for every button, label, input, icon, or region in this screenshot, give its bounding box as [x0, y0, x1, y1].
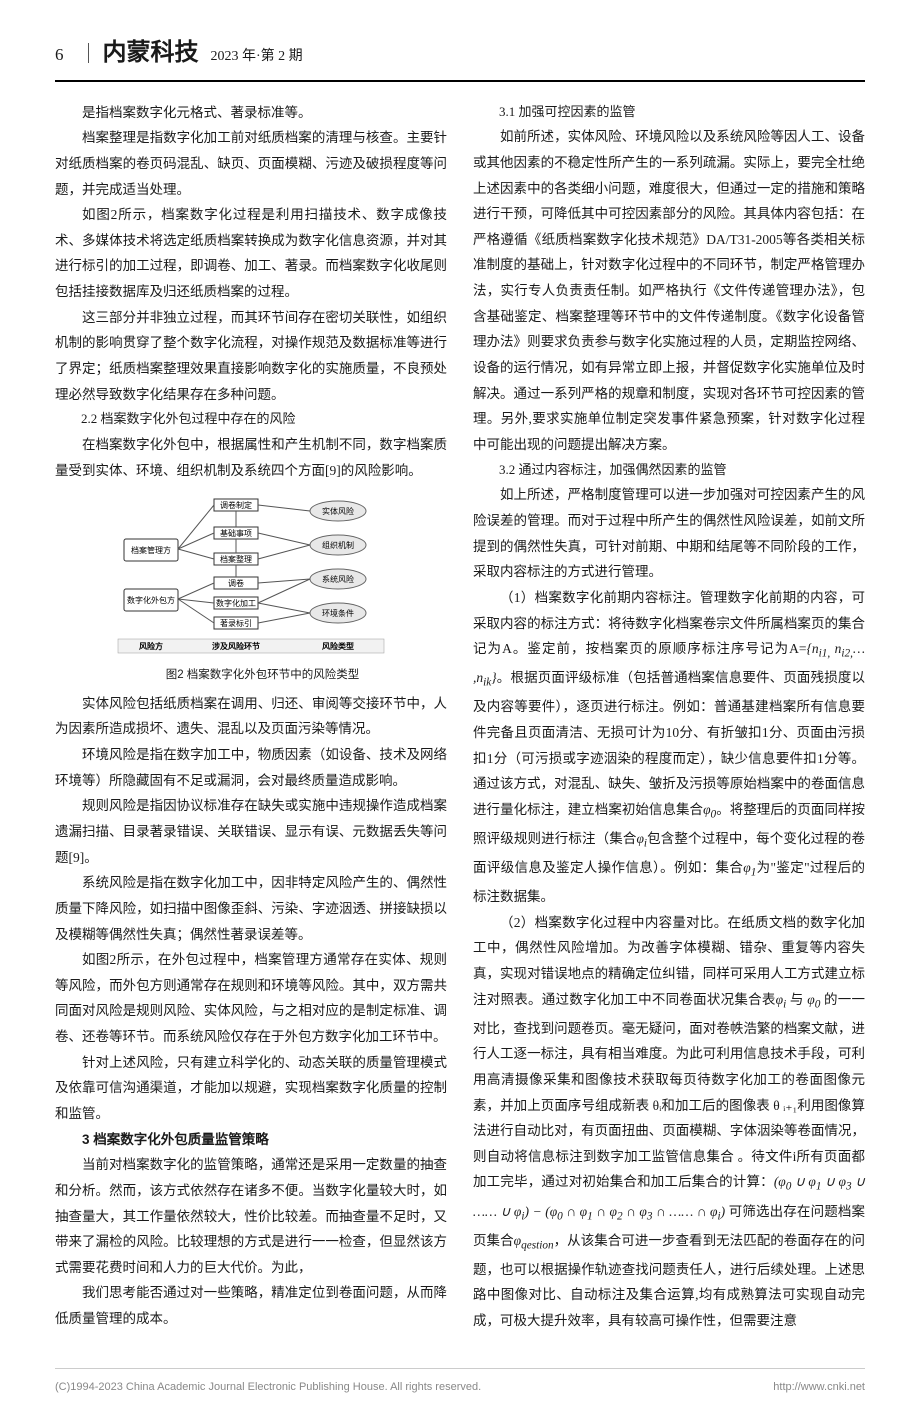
- subsection-heading: 3.1 加强可控因素的监管: [473, 100, 865, 125]
- body-text: 系统风险是指在数字化加工中，因非特定风险产生的、偶然性质量下降风险，如扫描中图像…: [55, 870, 447, 947]
- svg-text:环境条件: 环境条件: [322, 608, 354, 618]
- subsection-heading: 2.2 档案数字化外包过程中存在的风险: [55, 407, 447, 432]
- body-text: （1）档案数字化前期内容标注。管理数字化前期的内容，可采取内容的标注方式：将待数…: [473, 585, 865, 910]
- body-text: 这三部分并非独立过程，而其环节间存在密切关联性，如组织机制的影响贯穿了整个数字化…: [55, 305, 447, 408]
- svg-text:系统风险: 系统风险: [322, 574, 354, 584]
- section-heading: 3 档案数字化外包质量监管策略: [55, 1127, 447, 1153]
- page-header: 6 内蒙科技 2023 年·第 2 期: [55, 30, 865, 82]
- risk-diagram-svg: 档案管理方 数字化外包方 调卷制定 基础事项 档案整理 调卷 数字化加工 著录标…: [116, 491, 386, 656]
- svg-text:档案整理: 档案整理: [220, 554, 252, 564]
- body-text: （2）档案数字化过程中内容量对比。在纸质文档的数字化加工中，偶然性风险增加。为改…: [473, 910, 865, 1334]
- figure-caption: 图2 档案数字化外包环节中的风险类型: [55, 665, 447, 687]
- body-text: 规则风险是指因协议标准存在缺失或实施中违规操作造成档案遗漏扫描、目录著录错误、关…: [55, 793, 447, 870]
- svg-text:调卷: 调卷: [228, 578, 244, 588]
- body-text: 如图2所示，档案数字化过程是利用扫描技术、数字成像技术、多媒体技术将选定纸质档案…: [55, 202, 447, 305]
- svg-text:基础事项: 基础事项: [220, 528, 252, 538]
- svg-text:调卷制定: 调卷制定: [220, 500, 252, 510]
- svg-text:风险类型: 风险类型: [322, 641, 354, 651]
- issue-info: 2023 年·第 2 期: [211, 44, 303, 71]
- footer-url: http://www.cnki.net: [773, 1377, 865, 1398]
- svg-text:组织机制: 组织机制: [322, 540, 354, 550]
- journal-title: 内蒙科技: [103, 30, 199, 76]
- header-divider: [88, 43, 89, 63]
- body-text: 我们思考能否通过对一些策略，精准定位到卷面问题，从而降低质量管理的成本。: [55, 1280, 447, 1331]
- body-text: 当前对档案数字化的监管策略，通常还是采用一定数量的抽查和分析。然而，该方式依然存…: [55, 1152, 447, 1280]
- copyright-text: (C)1994-2023 China Academic Journal Elec…: [55, 1377, 481, 1398]
- svg-text:著录标引: 著录标引: [220, 618, 252, 628]
- body-text: 环境风险是指在数字加工中，物质因素（如设备、技术及网络环境等）所隐藏固有不足或漏…: [55, 742, 447, 793]
- page-footer: (C)1994-2023 China Academic Journal Elec…: [55, 1368, 865, 1398]
- body-text: 档案整理是指数字化加工前对纸质档案的清理与核查。主要针对纸质档案的卷页码混乱、缺…: [55, 125, 447, 202]
- body-text: 实体风险包括纸质档案在调用、归还、审阅等交接环节中，人为因素所造成损坏、遗失、混…: [55, 691, 447, 742]
- figure-2: 档案管理方 数字化外包方 调卷制定 基础事项 档案整理 调卷 数字化加工 著录标…: [55, 491, 447, 686]
- body-text: 是指档案数字化元格式、著录标准等。: [55, 100, 447, 126]
- svg-text:档案管理方: 档案管理方: [131, 545, 171, 555]
- body-text: 如图2所示，在外包过程中，档案管理方通常存在实体、规则等风险，而外包方则通常存在…: [55, 947, 447, 1050]
- page-number: 6: [55, 39, 64, 71]
- svg-text:涉及风险环节: 涉及风险环节: [212, 641, 260, 651]
- body-text: 如前所述，实体风险、环境风险以及系统风险等因人工、设备或其他因素的不稳定性所产生…: [473, 124, 865, 457]
- subsection-heading: 3.2 通过内容标注，加强偶然因素的监管: [473, 458, 865, 483]
- body-text: 如上所述，严格制度管理可以进一步加强对可控因素产生的风险误差的管理。而对于过程中…: [473, 482, 865, 585]
- svg-text:实体风险: 实体风险: [322, 506, 354, 516]
- article-body: 是指档案数字化元格式、著录标准等。 档案整理是指数字化加工前对纸质档案的清理与核…: [55, 100, 865, 1334]
- body-text: 在档案数字化外包中，根据属性和产生机制不同，数字档案质量受到实体、环境、组织机制…: [55, 432, 447, 483]
- svg-text:风险方: 风险方: [139, 641, 163, 651]
- svg-text:数字化加工: 数字化加工: [216, 598, 256, 608]
- svg-text:数字化外包方: 数字化外包方: [127, 595, 175, 605]
- body-text: 针对上述风险，只有建立科学化的、动态关联的质量管理模式及依靠可信沟通渠道，才能加…: [55, 1050, 447, 1127]
